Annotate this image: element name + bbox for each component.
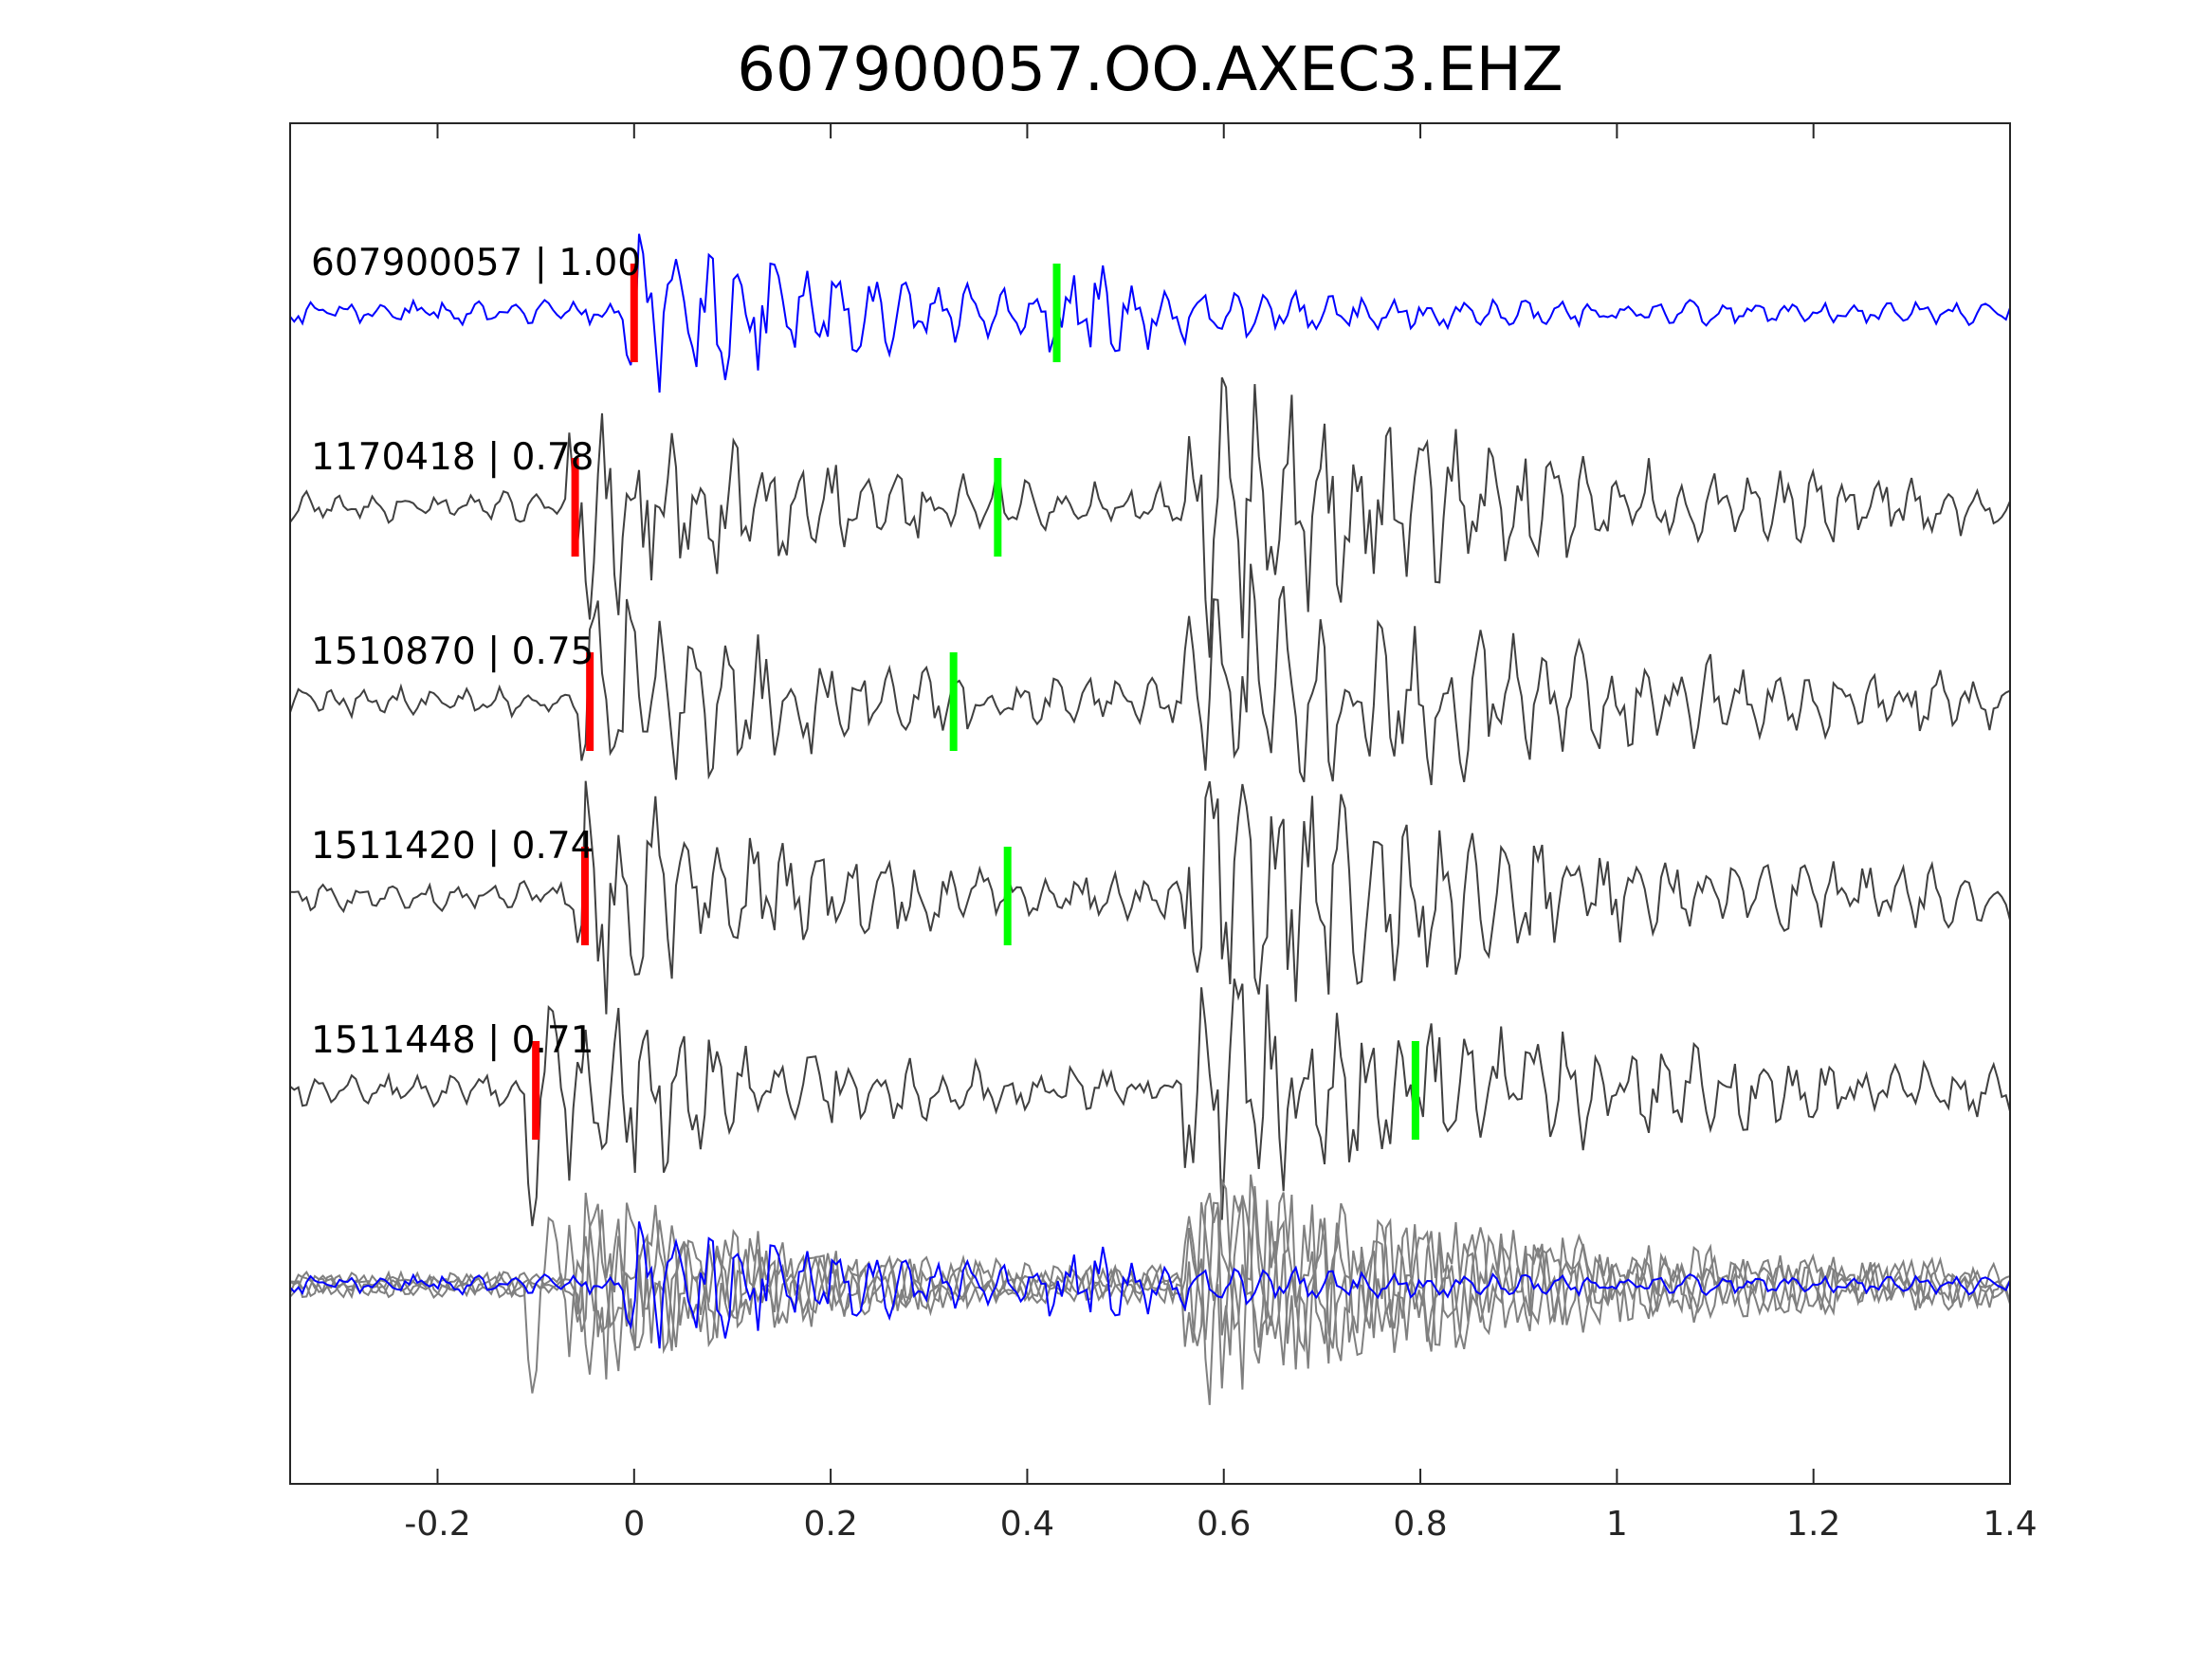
trace-1510870 xyxy=(289,563,2011,786)
overlay-1511448 xyxy=(289,1195,2011,1394)
chart-title: 607900057.OO.AXEC3.EHZ xyxy=(737,35,1563,105)
trace-1511420 xyxy=(289,780,2011,1015)
trace-label-607900057: 607900057 | 1.00 xyxy=(311,242,641,284)
axes-box xyxy=(289,122,2011,1485)
trace-label-1511448: 1511448 | 0.71 xyxy=(311,1019,594,1062)
x-tick-label: 1.4 xyxy=(1983,1505,2037,1544)
overlay-607900057 xyxy=(289,1221,2011,1349)
overlay-1510870 xyxy=(289,1174,2011,1353)
trace-label-1511420: 1511420 | 0.74 xyxy=(311,825,594,868)
trace-label-1510870: 1510870 | 0.75 xyxy=(311,631,594,673)
trace-607900057 xyxy=(289,233,2011,393)
trace-label-1170418: 1170418 | 0.78 xyxy=(311,436,594,479)
trace-1511448 xyxy=(289,978,2011,1227)
x-tick-label: 0.8 xyxy=(1393,1505,1447,1544)
x-tick-label: 0.2 xyxy=(803,1505,857,1544)
overlay-1170418 xyxy=(289,1177,2011,1405)
x-tick-label: -0.2 xyxy=(404,1505,470,1544)
picks-group xyxy=(532,264,1419,1140)
x-tick-label: 1 xyxy=(1606,1505,1628,1544)
traces-group xyxy=(289,233,2011,1227)
x-tick-label: 0.6 xyxy=(1197,1505,1251,1544)
overlay-group xyxy=(289,1174,2011,1405)
trace-labels-group: 607900057 | 1.00 1170418 | 0.78 1510870 | … xyxy=(311,242,641,1062)
x-tick-label: 0 xyxy=(623,1505,645,1544)
x-axis-ticks: -0.2 0 0.2 0.4 0.6 0.8 1 1.2 1.4 xyxy=(404,123,2038,1544)
x-tick-label: 1.2 xyxy=(1786,1505,1840,1544)
x-tick-label: 0.4 xyxy=(1000,1505,1054,1544)
trace-1170418 xyxy=(289,376,2011,658)
